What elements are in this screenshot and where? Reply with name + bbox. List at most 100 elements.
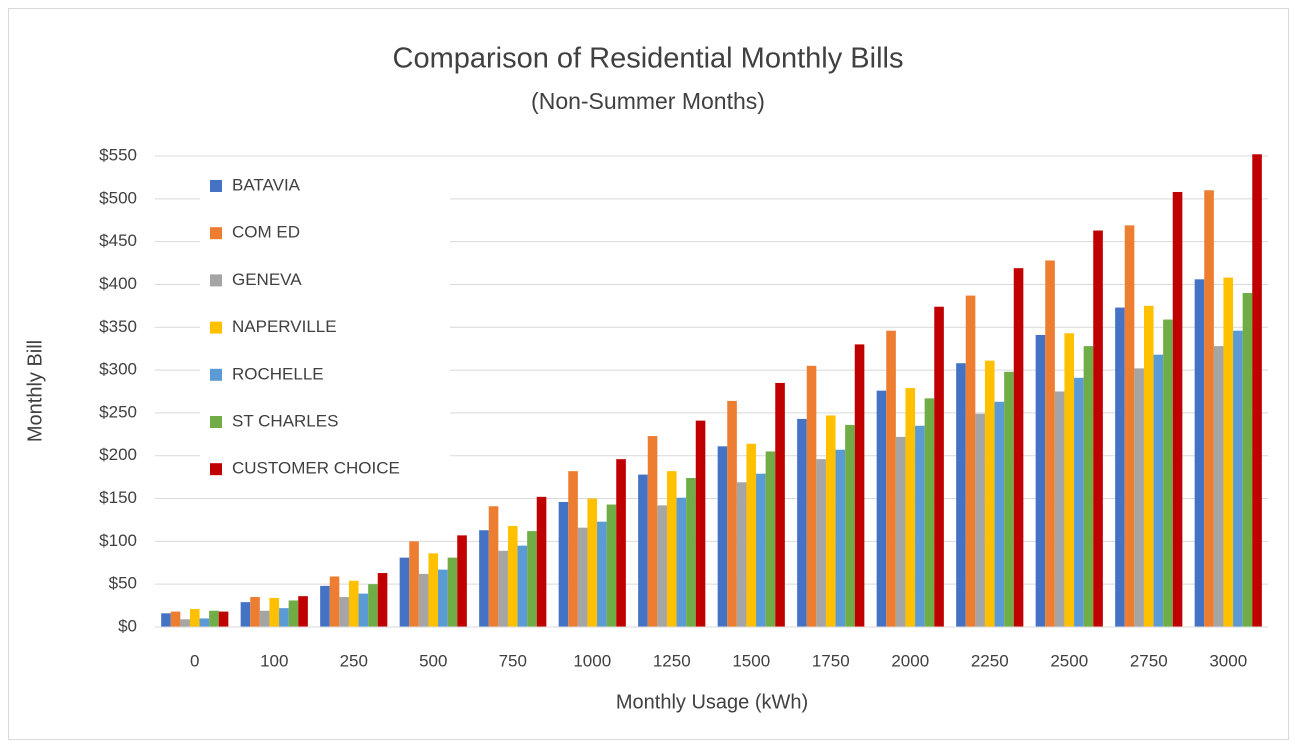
bar (895, 436, 906, 627)
y-tick-label: $150 (99, 488, 137, 507)
bar (438, 569, 448, 627)
legend-background (200, 166, 450, 491)
x-tick-label: 1500 (732, 651, 770, 670)
bar (1252, 154, 1262, 627)
bar (488, 506, 499, 627)
y-tick-label: $100 (99, 531, 137, 550)
bar (1074, 377, 1084, 627)
bar (915, 425, 925, 627)
bar (1163, 319, 1173, 627)
bar (428, 553, 439, 627)
legend-swatch (210, 227, 222, 240)
bar (170, 611, 181, 627)
bar (797, 418, 807, 627)
bar (816, 459, 826, 627)
bar (657, 505, 667, 627)
bar (457, 535, 467, 627)
bar (956, 363, 966, 627)
x-tick-label: 1000 (573, 651, 611, 670)
x-tick-label: 1250 (653, 651, 691, 670)
x-tick-label: 2000 (891, 651, 929, 670)
x-tick-label: 3000 (1209, 651, 1247, 670)
bar (298, 596, 308, 627)
bar (965, 295, 976, 627)
bar (616, 459, 626, 627)
legend-swatch (210, 321, 222, 334)
bar (806, 365, 817, 627)
bar (507, 525, 518, 627)
legend-swatch (210, 416, 222, 428)
bar (180, 619, 190, 627)
legend-swatch (210, 463, 222, 476)
bar (368, 584, 378, 627)
bar (587, 498, 598, 627)
bar (1054, 391, 1065, 627)
bar (1093, 230, 1103, 627)
bar (886, 330, 896, 627)
y-tick-label: $250 (99, 402, 137, 421)
bar (746, 443, 757, 627)
y-axis-label: Monthly Bill (24, 340, 46, 442)
bar (1143, 305, 1154, 627)
legend-label: BATAVIA (232, 175, 301, 194)
bar (199, 618, 210, 627)
bar (189, 609, 200, 627)
bar (536, 496, 547, 627)
bar (845, 424, 855, 627)
bar (854, 344, 865, 627)
x-tick-label: 2500 (1050, 651, 1088, 670)
y-tick-label: $450 (99, 231, 137, 250)
legend-label: GENEVA (232, 270, 302, 289)
bar (1172, 191, 1183, 627)
bar (250, 597, 260, 627)
x-tick-label: 750 (499, 651, 527, 670)
y-tick-label: $200 (99, 445, 137, 464)
bar (905, 388, 916, 627)
bar (1115, 307, 1125, 627)
legend-label: CUSTOMER CHOICE (232, 459, 400, 478)
bar (1213, 346, 1224, 627)
bar (558, 501, 569, 627)
bar (1233, 330, 1243, 627)
bar (339, 597, 349, 627)
x-axis-label: Monthly Usage (kWh) (616, 691, 808, 713)
bar (666, 471, 677, 627)
bar (1045, 260, 1055, 627)
bar (717, 446, 728, 627)
x-tick-label: 1750 (812, 651, 850, 670)
bar (647, 436, 658, 627)
bar (835, 449, 846, 627)
bar (606, 504, 617, 627)
bar (1134, 368, 1144, 627)
x-tick-label: 100 (260, 651, 288, 670)
bar (399, 557, 410, 627)
bar (1223, 277, 1234, 627)
bar (676, 497, 687, 627)
bar (934, 306, 944, 627)
y-tick-label: $0 (118, 616, 137, 635)
bar (527, 531, 537, 627)
bar (1064, 333, 1075, 627)
x-tick-label: 2750 (1130, 651, 1168, 670)
bar (209, 610, 219, 627)
bar (218, 611, 229, 627)
y-tick-label: $400 (99, 274, 137, 293)
bar (259, 610, 270, 627)
bar (288, 600, 299, 627)
bar (1035, 334, 1046, 627)
bar (756, 473, 766, 627)
bar (727, 400, 737, 627)
legend-swatch (210, 180, 222, 192)
bar (1083, 346, 1094, 627)
legend-label: ST CHARLES (232, 411, 338, 430)
bar (329, 576, 340, 627)
bar (638, 474, 648, 627)
bar (876, 390, 887, 627)
bar (686, 477, 696, 627)
bar (695, 420, 706, 627)
bar (517, 545, 528, 627)
bar (447, 557, 458, 627)
chart-subtitle: (Non-Summer Months) (531, 88, 765, 114)
bar (320, 585, 330, 627)
bar (377, 573, 388, 627)
